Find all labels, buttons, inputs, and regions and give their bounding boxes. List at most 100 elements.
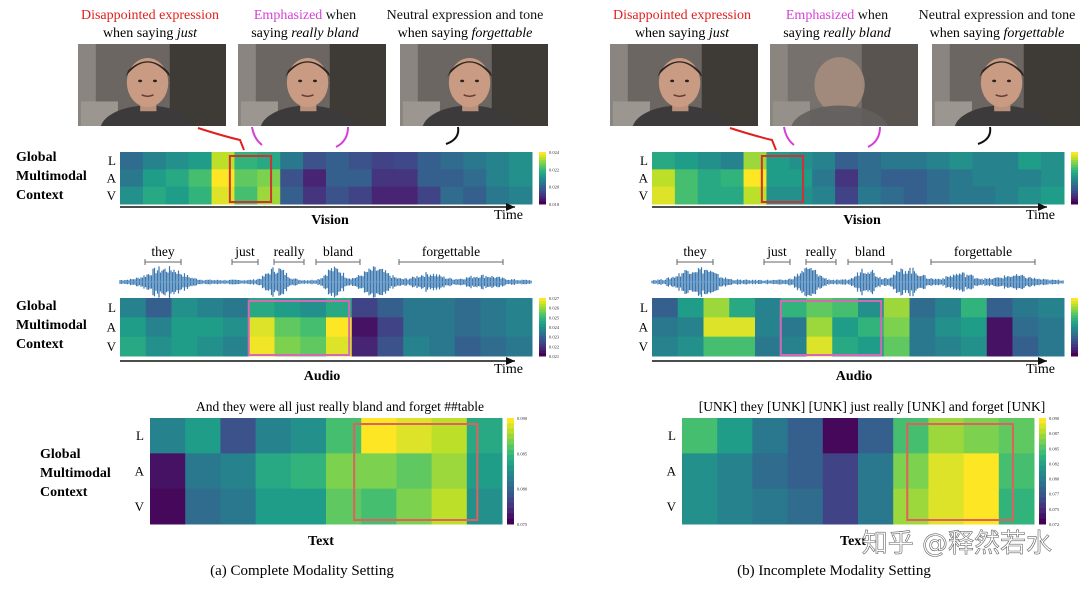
text-heatmap-cell	[822, 418, 859, 454]
text-heatmap-cell	[185, 488, 221, 525]
vision-heatmap-cell	[165, 152, 190, 170]
vision-colorbar-gradient	[1071, 172, 1078, 176]
text-context-label: Multimodal	[40, 466, 111, 481]
audio-row-label: A	[639, 320, 649, 335]
top-label-line1: Neutral expression and tone	[387, 8, 544, 23]
top-label-colored: Disappointed expression	[81, 8, 219, 23]
audio-heatmap-cell	[248, 298, 275, 318]
vision-heatmap-cell	[509, 152, 533, 170]
top-label-line2: when saying just	[635, 26, 730, 41]
audio-heatmap-cell	[120, 336, 147, 357]
text-heatmap-cell	[893, 453, 929, 490]
audio-heatmap-cell	[652, 336, 679, 357]
magenta-arrow	[783, 126, 795, 146]
black-arrow	[445, 126, 460, 145]
audio-heatmap-cell	[377, 298, 404, 318]
vision-highlight-box	[760, 155, 805, 203]
audio-colorbar-gradient	[539, 315, 546, 319]
text-heatmap-cell	[326, 453, 362, 490]
text-context-label: Global	[40, 447, 81, 462]
audio-heatmap-cell	[806, 317, 833, 338]
vision-heatmap-cell	[995, 186, 1019, 205]
vision-heatmap-cell	[949, 186, 973, 205]
audio-colorbar-gradient	[539, 300, 546, 305]
text-heatmap-cell	[787, 418, 824, 454]
text-heatmap-cell	[396, 453, 433, 490]
text-colorbar-tick: 0.080	[517, 487, 528, 492]
vision-heatmap-cell	[463, 186, 487, 205]
top-label-line2: when saying forgettable	[398, 26, 533, 41]
text-heatmap-cell	[220, 488, 257, 525]
vision-heatmap-cell	[697, 186, 722, 205]
vision-title: Vision	[311, 213, 349, 228]
text-heatmap-cell	[752, 418, 789, 454]
face-thumbnail	[610, 44, 758, 126]
audio-heatmap-cell	[806, 336, 833, 357]
audio-axis-label: Time	[494, 362, 523, 377]
audio-heatmap-cell	[961, 317, 988, 338]
text-heatmap-cell	[326, 488, 362, 525]
text-heatmap-cell	[220, 418, 257, 454]
audio-heatmap-cell	[300, 317, 327, 338]
text-colorbar-tick: 0.075	[1049, 507, 1060, 512]
text-colorbar-gradient	[1039, 513, 1046, 520]
vision-row-label: V	[639, 188, 649, 203]
audio-heatmap-cell	[729, 298, 756, 318]
audio-row-label: A	[107, 320, 117, 335]
text-colorbar-gradient	[507, 428, 514, 435]
vision-heatmap-cell	[789, 152, 813, 170]
text-colorbar-gradient	[1039, 497, 1046, 504]
text-colorbar-gradient	[1039, 492, 1046, 498]
text-colorbar-gradient	[1039, 428, 1046, 435]
audio-word-label: bland	[855, 244, 885, 259]
text-heatmap-cell	[150, 418, 186, 454]
audio-colorbar-gradient	[1071, 353, 1078, 357]
audio-word-label: forgettable	[954, 244, 1012, 259]
text-heatmap-cell	[150, 453, 186, 490]
audio-colorbar-gradient	[539, 344, 546, 348]
vision-heatmap-cell	[972, 169, 996, 188]
vision-heatmap-cell	[903, 186, 928, 205]
audio-heatmap-cell	[171, 298, 198, 318]
audio-colorbar-gradient	[1071, 312, 1078, 316]
audio-colorbar-gradient	[539, 309, 546, 313]
audio-heatmap-cell	[883, 317, 910, 338]
vision-colorbar-gradient	[539, 193, 546, 197]
audio-colorbar-gradient	[539, 347, 546, 351]
text-colorbar-gradient	[507, 476, 514, 483]
text-colorbar-gradient	[507, 502, 514, 509]
audio-heatmap-cell	[351, 317, 378, 338]
audio-colorbar-gradient	[1071, 324, 1078, 328]
audio-heatmap-cell	[755, 336, 782, 357]
vision-heatmap-cell	[417, 186, 441, 205]
audio-colorbar-gradient	[539, 324, 546, 328]
vision-heatmap-cell	[303, 169, 327, 188]
audio-colorbar-tick: 0.027	[549, 296, 560, 301]
top-label-line1: Disappointed expression	[613, 8, 751, 23]
audio-heatmap-cell	[935, 336, 962, 357]
panel-caption: (b) Incomplete Modality Setting	[737, 563, 931, 579]
top-label-colored: Disappointed expression	[613, 8, 751, 23]
top-label-line1: Emphasized when	[786, 8, 888, 23]
audio-heatmap-cell	[1038, 317, 1065, 338]
text-heatmap-cell	[717, 418, 753, 454]
vision-axis-arrow	[1038, 203, 1047, 211]
vision-context-label: Context	[16, 188, 64, 203]
audio-heatmap-cell	[145, 317, 172, 338]
text-heatmap-cell	[682, 488, 718, 525]
audio-heatmap-cell	[986, 317, 1013, 338]
black-arrow	[977, 126, 992, 145]
vision-heatmap-cell	[440, 169, 464, 188]
audio-heatmap-cell	[197, 336, 224, 357]
vision-heatmap-cell	[766, 169, 790, 188]
vision-heatmap-cell	[720, 152, 745, 170]
text-heatmap-cell	[255, 488, 292, 525]
audio-word-label: forgettable	[422, 244, 480, 259]
audio-heatmap-cell	[223, 298, 250, 318]
vision-colorbar-gradient	[1071, 178, 1078, 182]
vision-heatmap-cell	[120, 152, 144, 170]
audio-colorbar-gradient	[1071, 338, 1078, 342]
vision-heatmap-cell	[1041, 186, 1065, 205]
text-highlight-box	[353, 423, 479, 521]
vision-heatmap-cell	[257, 152, 281, 170]
